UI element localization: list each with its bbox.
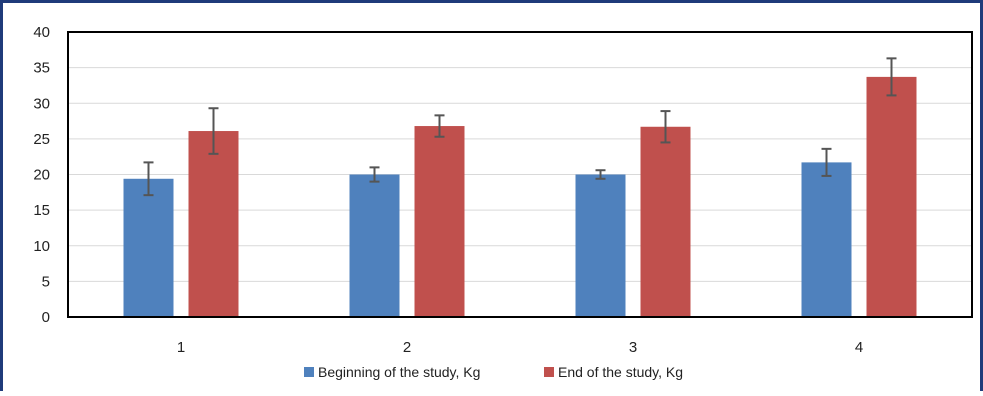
y-tick-label-5: 5 [42, 273, 50, 290]
error-bar-1-3 [595, 169, 606, 180]
x-tick-label-2: 2 [403, 339, 411, 356]
bars [123, 76, 917, 317]
error-bar-1-4 [821, 147, 832, 177]
legend-swatch-2 [544, 367, 554, 377]
bar-2-1 [188, 131, 239, 317]
frame-left-border [0, 0, 3, 391]
error-bar-1-1 [143, 161, 154, 197]
y-tick-label-30: 30 [33, 95, 50, 112]
x-tick-label-3: 3 [629, 339, 637, 356]
bar-2-2 [414, 126, 465, 317]
x-axis-tick-labels: 1 2 3 4 [177, 339, 863, 356]
legend-label-2: End of the study, Kg [558, 364, 683, 380]
legend: Beginning of the study, Kg End of the stu… [304, 364, 683, 380]
bar-2-4 [866, 76, 917, 317]
bar-1-1 [123, 178, 174, 317]
bar-1-4 [801, 162, 852, 317]
y-tick-label-15: 15 [33, 202, 50, 219]
bar-2-3 [640, 126, 691, 317]
y-tick-label-0: 0 [42, 309, 50, 326]
legend-swatch-1 [304, 367, 314, 377]
error-bar-2-2 [434, 114, 445, 138]
legend-label-1: Beginning of the study, Kg [318, 364, 480, 380]
error-bars [143, 57, 897, 197]
bar-1-2 [349, 174, 400, 317]
plot-area-frame [67, 31, 973, 318]
frame-right-border [980, 0, 983, 391]
error-bar-1-2 [369, 166, 380, 183]
x-tick-label-1: 1 [177, 339, 185, 356]
error-bar-2-3 [660, 110, 671, 144]
y-tick-label-25: 25 [33, 131, 50, 148]
y-tick-label-35: 35 [33, 60, 50, 77]
y-axis-tick-labels: 0 5 10 15 20 25 30 35 40 [33, 24, 50, 326]
error-bar-2-1 [208, 107, 219, 155]
frame-top-border [0, 0, 983, 3]
y-tick-label-20: 20 [33, 167, 50, 184]
y-tick-label-10: 10 [33, 238, 50, 255]
bar-1-3 [575, 174, 626, 317]
error-bar-2-4 [886, 57, 897, 97]
x-tick-label-4: 4 [855, 339, 863, 356]
y-tick-label-40: 40 [33, 24, 50, 41]
